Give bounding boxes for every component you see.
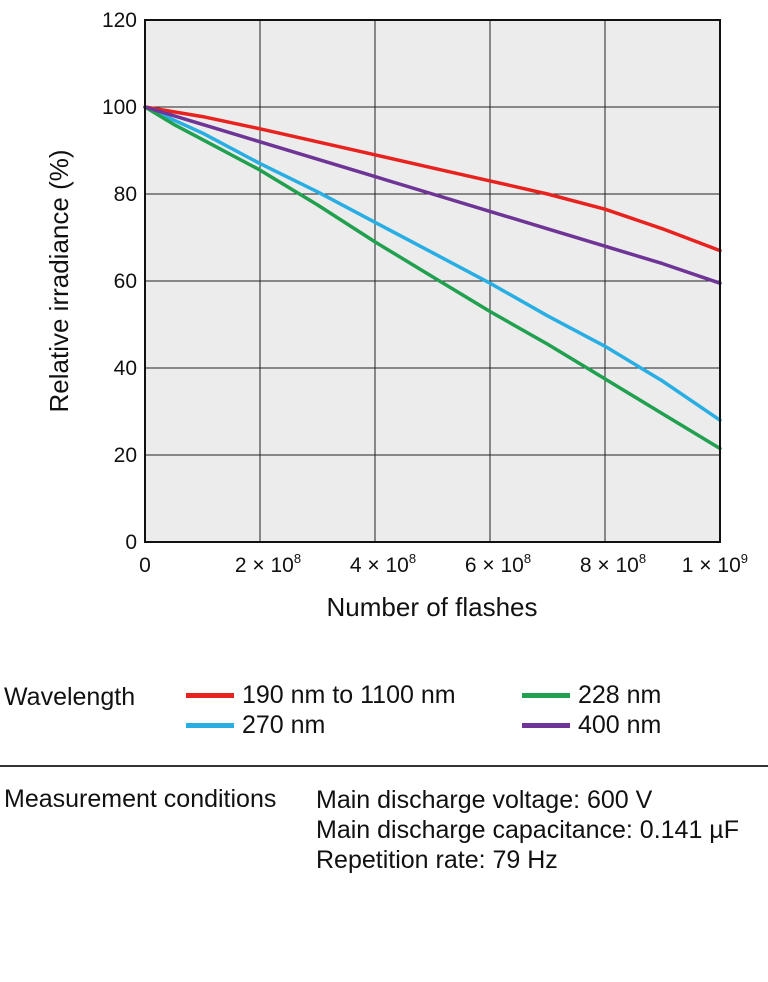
- x-tick-label: 6 × 108: [465, 551, 531, 577]
- legend-title: Wavelength: [4, 683, 136, 711]
- x-tick-label: 0: [139, 554, 151, 577]
- conditions-label: Measurement conditions: [4, 785, 277, 813]
- y-tick-label: 40: [114, 357, 137, 380]
- grid: [145, 20, 720, 542]
- x-tick-label: 8 × 108: [580, 551, 646, 577]
- legend-swatch: [522, 722, 570, 728]
- series-line: [143, 105, 722, 285]
- y-tick-labels: 0 20 40 60 80 100 120: [102, 9, 137, 554]
- y-tick-label: 0: [125, 531, 137, 554]
- legend-item: 270 nm: [186, 710, 325, 740]
- series-line: [143, 105, 722, 422]
- legend-item: 228 nm: [522, 680, 661, 710]
- legend-item: 190 nm to 1100 nm: [186, 680, 456, 710]
- legend-swatch: [186, 722, 234, 728]
- condition-line: Repetition rate: 79 Hz: [316, 846, 558, 874]
- x-tick-label: 2 × 108: [235, 551, 301, 577]
- legend-item-label: 190 nm to 1100 nm: [242, 680, 456, 709]
- legend-swatch: [186, 692, 234, 698]
- chart: 0 20 40 60 80 100 120 0 2 × 108 4 × 108 6 × 108 8 …: [44, 9, 748, 622]
- x-axis-title: Number of flashes: [327, 592, 538, 622]
- series-line: [143, 105, 722, 451]
- condition-line: Main discharge voltage: 600 V: [316, 786, 653, 814]
- divider: [0, 765, 768, 767]
- legend-item: 400 nm: [522, 710, 661, 740]
- legend-item-label: 228 nm: [578, 680, 662, 709]
- x-tick-label: 4 × 108: [350, 551, 416, 577]
- y-tick-label: 120: [102, 9, 137, 32]
- legend-item-label: 400 nm: [578, 710, 662, 739]
- conditions-list: Main discharge voltage: 600 V Main disch…: [316, 785, 739, 875]
- y-tick-label: 100: [102, 96, 137, 119]
- condition-line: Main discharge capacitance: 0.141 µF: [316, 816, 739, 844]
- x-tick-label: 1 × 109: [682, 551, 748, 577]
- y-tick-label: 60: [114, 270, 137, 293]
- legend-item-label: 270 nm: [242, 710, 326, 739]
- y-tick-label: 20: [114, 444, 137, 467]
- y-tick-label: 80: [114, 183, 137, 206]
- x-tick-labels: 0 2 × 108 4 × 108 6 × 108 8 × 108 1 × 109: [139, 551, 748, 577]
- plot-frame: [144, 19, 721, 543]
- series-layer: [143, 105, 722, 451]
- legend-swatch: [522, 692, 570, 698]
- y-axis-title: Relative irradiance (%): [44, 150, 74, 413]
- series-line: [143, 105, 722, 253]
